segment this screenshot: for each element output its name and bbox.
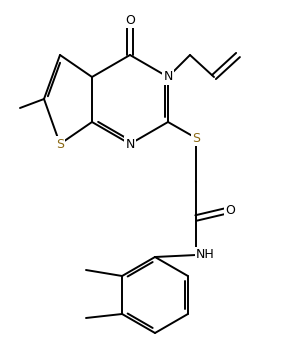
Text: O: O bbox=[225, 203, 235, 217]
Text: N: N bbox=[163, 70, 173, 84]
Text: NH: NH bbox=[196, 248, 215, 261]
Text: O: O bbox=[125, 14, 135, 27]
Text: S: S bbox=[56, 138, 64, 150]
Text: S: S bbox=[192, 132, 200, 145]
Text: N: N bbox=[125, 138, 135, 150]
